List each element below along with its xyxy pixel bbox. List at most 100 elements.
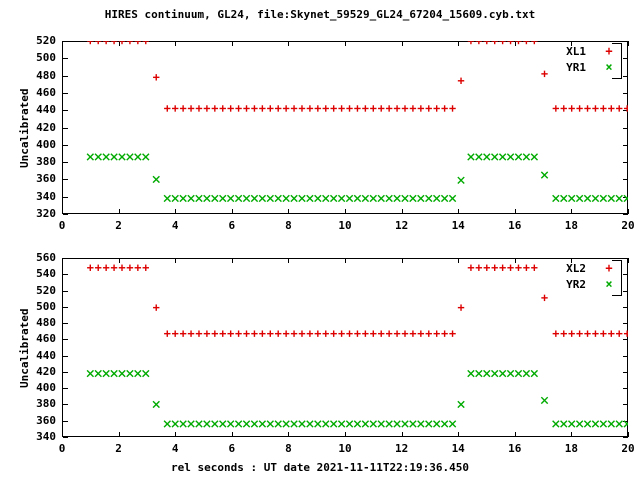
- x-tick-mark: [288, 432, 290, 437]
- x-tick-mark: [175, 209, 177, 214]
- y-tick-mark: [63, 110, 68, 112]
- y-tick-mark: [63, 75, 68, 77]
- x-tick-mark: [175, 432, 177, 437]
- legend-entry-xl1: XL1 +: [522, 45, 622, 59]
- x-tick-mark-top: [288, 41, 290, 46]
- y-tick-mark: [63, 92, 68, 94]
- y-tick-label: 400: [36, 137, 56, 151]
- legend-entry-yr2: YR2 ×: [522, 278, 622, 292]
- legend-label: YR1: [566, 61, 586, 74]
- x-tick-mark-top: [345, 258, 346, 263]
- x-tick-label: 2: [115, 442, 122, 455]
- y-tick-label: 540: [36, 267, 56, 281]
- y-tick-mark: [63, 404, 68, 406]
- series-xl2: [87, 264, 628, 337]
- x-tick-label: 18: [564, 219, 579, 232]
- y-tick-label: 320: [36, 207, 56, 220]
- legend-label: XL1: [566, 45, 586, 58]
- x-tick-mark-top: [514, 41, 516, 46]
- x-tick-label: 4: [171, 442, 179, 455]
- x-tick-mark: [458, 432, 460, 437]
- y-tick-mark: [63, 290, 68, 292]
- bottom-panel-frame: [62, 258, 628, 437]
- y-tick-mark-right: [623, 274, 628, 276]
- y-tick-mark: [63, 355, 68, 357]
- legend-marker-plus-icon: +: [605, 261, 613, 275]
- y-tick-label: 440: [36, 103, 56, 117]
- y-tick-mark: [63, 420, 68, 422]
- x-tick-mark-top: [62, 258, 63, 263]
- x-tick-label: 16: [508, 442, 522, 455]
- y-tick-mark: [63, 437, 68, 438]
- y-tick-label: 340: [36, 430, 56, 443]
- y-tick-label: 380: [36, 155, 56, 169]
- x-tick-label: 14: [451, 442, 465, 455]
- y-tick-label: 520: [36, 283, 56, 297]
- x-tick-mark-top: [628, 258, 629, 263]
- y-tick-label: 480: [36, 68, 56, 82]
- y-tick-mark-right: [623, 339, 628, 341]
- x-tick-mark: [231, 432, 233, 437]
- y-tick-mark-right: [623, 214, 628, 215]
- x-tick-mark-top: [231, 41, 233, 46]
- x-tick-mark-top: [118, 258, 120, 263]
- y-tick-mark-right: [623, 75, 628, 77]
- y-tick-label: 400: [36, 381, 56, 395]
- y-tick-mark: [63, 339, 68, 341]
- y-tick-mark-right: [623, 404, 628, 406]
- y-tick-label: 480: [36, 316, 56, 330]
- y-tick-mark-right: [623, 92, 628, 94]
- y-tick-label: 460: [36, 85, 56, 99]
- y-tick-mark-right: [623, 306, 628, 308]
- x-tick-label: 2: [115, 219, 122, 232]
- x-tick-mark: [62, 209, 63, 214]
- x-tick-label: 12: [394, 442, 409, 455]
- x-tick-mark: [514, 209, 516, 214]
- y-tick-mark-right: [623, 420, 628, 422]
- y-tick-mark: [63, 306, 68, 308]
- series-yr2: [86, 369, 628, 428]
- y-tick-label: 460: [36, 332, 56, 346]
- y-tick-mark: [63, 371, 68, 373]
- x-tick-mark-top: [458, 41, 460, 46]
- y-tick-mark: [63, 144, 68, 146]
- legend-entry-yr1: YR1 ×: [522, 61, 622, 75]
- y-tick-mark: [63, 388, 68, 390]
- x-tick-mark-top: [628, 41, 629, 46]
- y-tick-label: 340: [36, 189, 56, 203]
- x-tick-mark: [401, 432, 403, 437]
- x-tick-mark-top: [571, 258, 573, 263]
- x-tick-mark: [118, 432, 120, 437]
- x-tick-mark-top: [62, 41, 63, 46]
- series-xl1: [87, 41, 628, 112]
- x-tick-mark-top: [401, 258, 403, 263]
- x-tick-label: 12: [394, 219, 409, 232]
- x-tick-mark: [62, 432, 63, 437]
- y-tick-mark: [63, 58, 68, 60]
- x-tick-label: 0: [58, 442, 66, 455]
- legend-bracket: [612, 260, 622, 296]
- y-tick-mark-right: [623, 179, 628, 181]
- y-tick-label: 560: [36, 251, 56, 264]
- y-tick-label: 500: [36, 51, 56, 65]
- y-tick-label: 520: [36, 34, 56, 47]
- x-tick-mark-top: [288, 258, 290, 263]
- y-tick-label: 420: [36, 364, 56, 378]
- x-tick-mark-top: [118, 41, 120, 46]
- x-tick-label: 20: [621, 442, 635, 455]
- x-tick-mark: [401, 209, 403, 214]
- x-tick-mark: [345, 432, 346, 437]
- x-tick-label: 10: [338, 442, 352, 455]
- y-tick-mark: [63, 214, 68, 215]
- bottom-panel-legend: XL2 + YR2 ×: [522, 262, 622, 296]
- y-tick-label: 380: [36, 397, 56, 411]
- x-tick-label: 14: [451, 219, 465, 232]
- x-tick-label: 8: [285, 219, 292, 232]
- y-tick-mark: [63, 274, 68, 276]
- y-tick-mark: [63, 323, 68, 325]
- legend-bracket: [612, 43, 622, 79]
- legend-marker-cross-icon: ×: [605, 277, 613, 291]
- x-tick-mark-top: [514, 258, 516, 263]
